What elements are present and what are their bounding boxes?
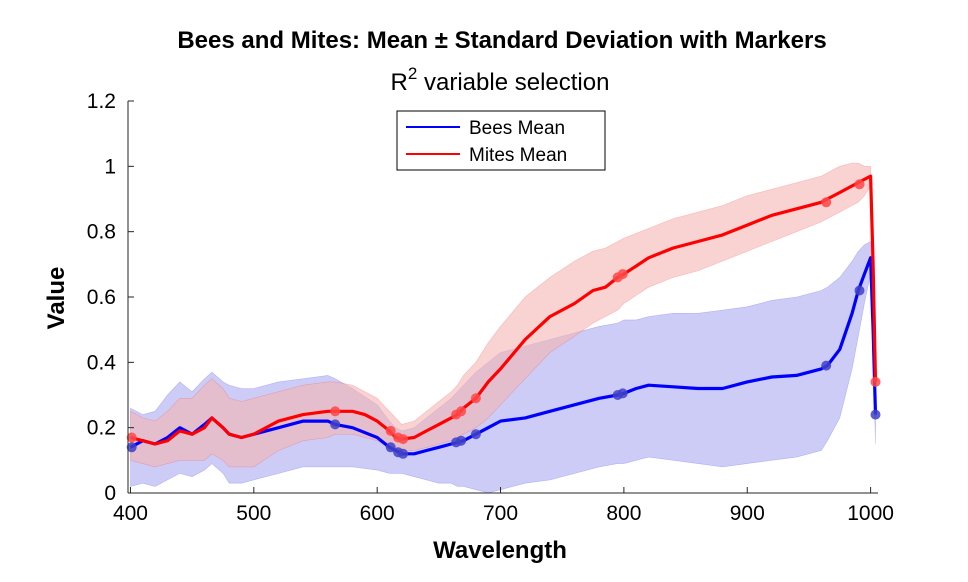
mites-marker bbox=[854, 179, 865, 190]
mites-marker bbox=[398, 434, 409, 445]
x-tick-label: 400 bbox=[113, 502, 148, 525]
mites-marker bbox=[385, 425, 396, 436]
chart-title: Bees and Mites: Mean ± Standard Deviatio… bbox=[177, 27, 826, 54]
bees-marker bbox=[456, 435, 467, 446]
y-tick-label: 0 bbox=[104, 482, 116, 505]
legend-box bbox=[396, 110, 606, 171]
x-tick-label: 600 bbox=[360, 502, 395, 525]
y-tick-label: 0.4 bbox=[87, 351, 117, 374]
mites-marker bbox=[126, 432, 137, 443]
legend-label-bees: Bees Mean bbox=[469, 118, 565, 139]
bees-marker bbox=[617, 388, 628, 399]
x-tick-label: 900 bbox=[730, 502, 765, 525]
y-tick-label: 0.8 bbox=[87, 221, 116, 244]
bees-marker bbox=[126, 442, 137, 453]
y-axis-label: Value bbox=[43, 267, 70, 330]
bees-marker bbox=[385, 442, 396, 453]
bees-marker bbox=[854, 285, 865, 296]
bees-marker bbox=[398, 448, 409, 459]
y-tick-label: 0.2 bbox=[87, 417, 116, 440]
x-tick-label: 800 bbox=[606, 502, 641, 525]
x-tick-label: 500 bbox=[236, 502, 271, 525]
mites-marker bbox=[470, 393, 481, 404]
mites-marker bbox=[456, 406, 467, 417]
chart-subtitle: R2 variable selection bbox=[391, 64, 610, 96]
mites-marker bbox=[330, 406, 341, 417]
axes: 0 0.2 0.4 0.6 0.8 1 1.2 400 500 600 700 800 900 1000 bbox=[87, 90, 894, 525]
y-tick-label: 0.6 bbox=[87, 286, 116, 309]
y-tick-label: 1 bbox=[104, 155, 116, 178]
x-axis-label: Wavelength bbox=[433, 537, 567, 564]
std-bands bbox=[130, 162, 876, 494]
bees-marker bbox=[470, 429, 481, 440]
y-tick-label: 1.2 bbox=[87, 90, 116, 113]
legend: Bees Mean Mites Mean bbox=[396, 110, 606, 171]
markers bbox=[126, 179, 881, 459]
bees-marker bbox=[821, 360, 832, 371]
mites-marker bbox=[821, 197, 832, 208]
bees-marker bbox=[870, 409, 881, 420]
x-tick-label: 1000 bbox=[847, 502, 894, 525]
mites-marker bbox=[617, 269, 628, 280]
mites-marker bbox=[870, 376, 881, 387]
legend-label-mites: Mites Mean bbox=[469, 145, 567, 166]
bees-marker bbox=[330, 419, 341, 430]
x-tick-label: 700 bbox=[483, 502, 518, 525]
